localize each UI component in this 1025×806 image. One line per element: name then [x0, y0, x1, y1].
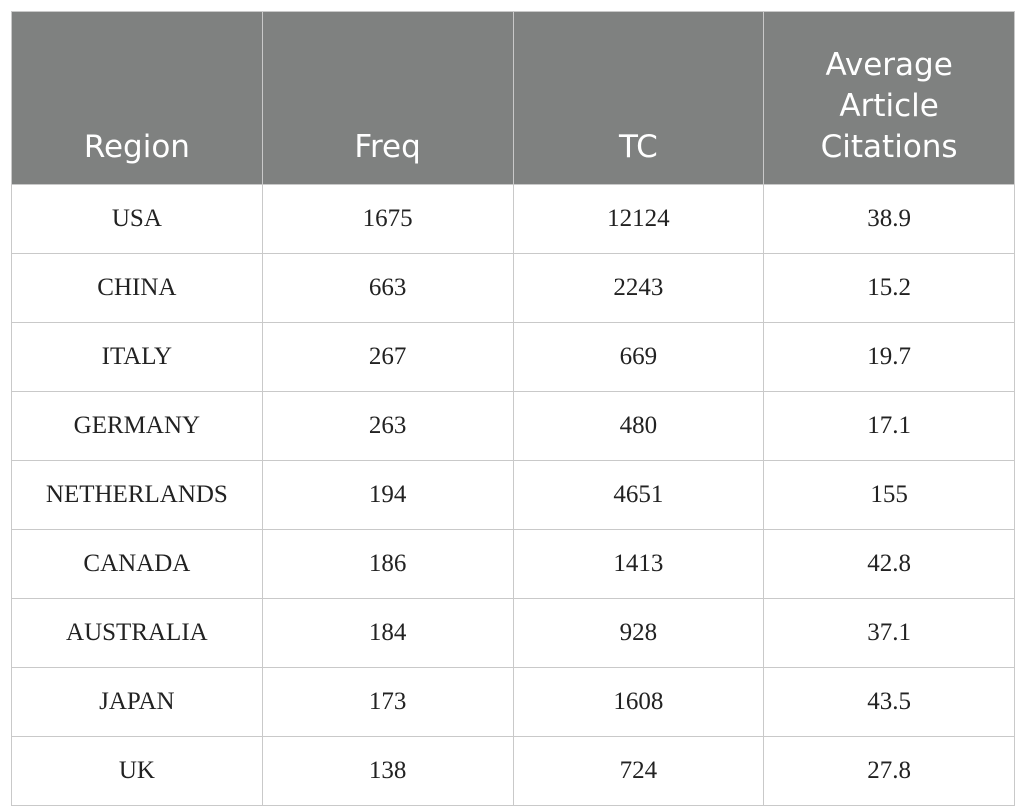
- table-cell: 1413: [512, 529, 765, 599]
- table-row: JAPAN 173 1608 43.5: [11, 667, 1015, 737]
- table-cell: 15.2: [763, 253, 1015, 323]
- table-cell: 267: [261, 322, 514, 392]
- table-cell: 2243: [512, 253, 765, 323]
- header-text: Region: [83, 129, 190, 165]
- table-row: USA 1675 12124 38.9: [11, 184, 1015, 254]
- table-cell: 155: [763, 460, 1015, 530]
- table-cell: UK: [11, 736, 263, 806]
- table-row: ITALY 267 669 19.7: [11, 322, 1015, 392]
- header-cell: Freq: [261, 11, 514, 185]
- table-cell: CHINA: [11, 253, 263, 323]
- table-row: UK 138 724 27.8: [11, 736, 1015, 806]
- table-container: Region Freq TC Average Article Citations US…: [11, 11, 1015, 806]
- table-cell: 173: [261, 667, 514, 737]
- table-cell: 263: [261, 391, 514, 461]
- table-row: AUSTRALIA 184 928 37.1: [11, 598, 1015, 668]
- table-cell: 27.8: [763, 736, 1015, 806]
- table-cell: 186: [261, 529, 514, 599]
- table-cell: 138: [261, 736, 514, 806]
- table-cell: 37.1: [763, 598, 1015, 668]
- table-cell: 194: [261, 460, 514, 530]
- table-row: GERMANY 263 480 17.1: [11, 391, 1015, 461]
- header-text: TC: [618, 129, 658, 165]
- table-cell: JAPAN: [11, 667, 263, 737]
- header-row: Region Freq TC Average Article Citations: [11, 11, 1015, 185]
- table-cell: 663: [261, 253, 514, 323]
- table-cell: 669: [512, 322, 765, 392]
- table-cell: 43.5: [763, 667, 1015, 737]
- table-cell: 480: [512, 391, 765, 461]
- table-cell: NETHERLANDS: [11, 460, 263, 530]
- table-cell: 724: [512, 736, 765, 806]
- table-cell: 42.8: [763, 529, 1015, 599]
- header-cell: Average Article Citations: [763, 11, 1015, 185]
- table-cell: 38.9: [763, 184, 1015, 254]
- table-cell: 4651: [512, 460, 765, 530]
- table-cell: USA: [11, 184, 263, 254]
- table-row: CHINA 663 2243 15.2: [11, 253, 1015, 323]
- data-table: Region Freq TC Average Article Citations US…: [11, 11, 1015, 806]
- table-cell: 184: [261, 598, 514, 668]
- table-cell: GERMANY: [11, 391, 263, 461]
- table-cell: 1608: [512, 667, 765, 737]
- header-text: Average Article Citations: [820, 47, 958, 165]
- table-cell: 17.1: [763, 391, 1015, 461]
- table-row: NETHERLANDS 194 4651 155: [11, 460, 1015, 530]
- table-row: CANADA 186 1413 42.8: [11, 529, 1015, 599]
- header-cell: Region: [11, 11, 263, 185]
- table-body: USA 1675 12124 38.9 CHINA 663 2243 15.2 ITALY 267…: [11, 184, 1015, 806]
- table-cell: 19.7: [763, 322, 1015, 392]
- table-cell: CANADA: [11, 529, 263, 599]
- table-cell: AUSTRALIA: [11, 598, 263, 668]
- table-cell: ITALY: [11, 322, 263, 392]
- table-cell: 1675: [261, 184, 514, 254]
- table-cell: 928: [512, 598, 765, 668]
- header-text: Freq: [354, 129, 421, 165]
- header-cell: TC: [512, 11, 765, 185]
- table-cell: 12124: [512, 184, 765, 254]
